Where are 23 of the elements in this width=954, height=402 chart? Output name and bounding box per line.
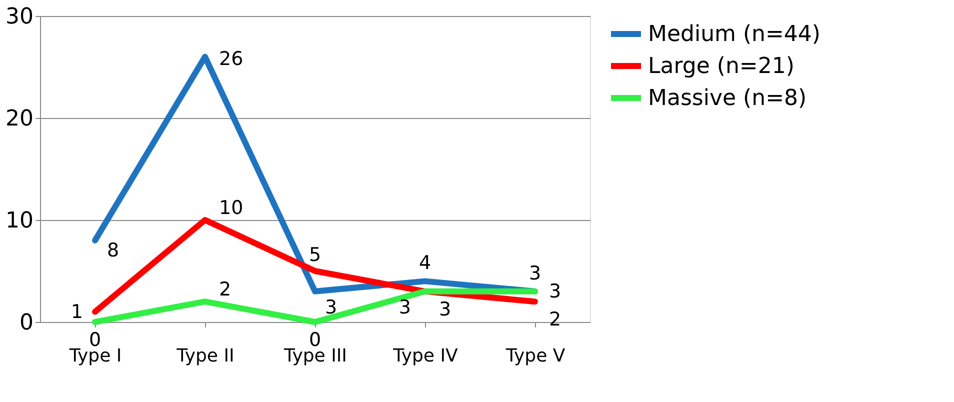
data-label: 5: [308, 244, 322, 266]
data-label: 26: [219, 48, 244, 70]
data-label: 4: [418, 252, 432, 274]
data-label: 2: [219, 278, 232, 301]
x-tick-label: Type II: [176, 346, 234, 366]
legend-label: Large (n=21): [648, 54, 794, 79]
data-label: 10: [219, 197, 244, 219]
data-label: 3: [528, 262, 542, 284]
legend-label: Medium (n=44): [648, 22, 820, 47]
x-tick-label: Type V: [504, 346, 566, 366]
data-label: 8: [107, 239, 120, 262]
data-label: 3: [549, 280, 562, 302]
x-tick-label: Type IV: [392, 346, 459, 366]
data-label: 1: [70, 300, 83, 323]
y-tick-label: 30: [6, 4, 34, 30]
y-tick-label: 10: [6, 208, 34, 234]
data-label: 3: [398, 296, 411, 318]
y-tick-label: 20: [6, 106, 34, 132]
y-tick-label: 0: [20, 310, 34, 336]
data-label: 3: [325, 296, 338, 318]
data-label: 2: [549, 308, 562, 331]
legend-label: Massive (n=8): [648, 86, 807, 111]
data-label: 3: [439, 298, 452, 320]
